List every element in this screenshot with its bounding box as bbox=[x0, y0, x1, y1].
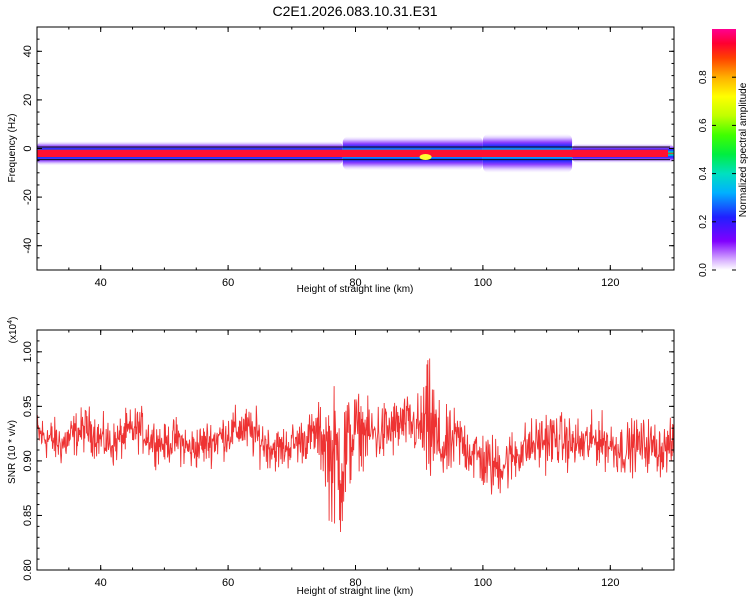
spectrogram-ytick-label: -20 bbox=[22, 189, 34, 205]
snr-ytick-label: 0.85 bbox=[22, 505, 34, 526]
spectrogram-xlabel: Height of straight line (km) bbox=[297, 284, 414, 295]
snr-xlabel: Height of straight line (km) bbox=[297, 586, 414, 597]
spectrogram-ylabel: Frequency (Hz) bbox=[7, 114, 18, 183]
snr-ytick-label: 1.00 bbox=[22, 341, 34, 362]
snr-series-line bbox=[37, 358, 674, 532]
spectrogram-ytick-label: -40 bbox=[22, 238, 34, 254]
snr-xtick-label: 100 bbox=[474, 577, 492, 589]
spectrogram-panel: 40 60 80 100 120 40 20 0 -20 -40 Height of straig… bbox=[7, 26, 675, 295]
spectrogram-plot-area bbox=[37, 133, 674, 173]
snr-axes: 40 60 80 100 120 0.80 0.85 0.90 0.95 1.00 bbox=[22, 329, 675, 589]
snr-xtick-label: 80 bbox=[349, 577, 361, 589]
snr-ytick-label: 0.95 bbox=[22, 396, 34, 417]
colorbar-tick-label: 0.8 bbox=[698, 70, 709, 84]
colorbar: 0.0 0.2 0.4 0.6 0.8 Normalized spectral ampl… bbox=[698, 29, 749, 277]
spectrogram-xtick-label: 40 bbox=[95, 277, 107, 289]
snr-xtick-label: 120 bbox=[601, 577, 619, 589]
snr-plot-area bbox=[37, 358, 674, 532]
colorbar-tick-label: 0.6 bbox=[698, 118, 709, 132]
spectrogram-xtick-label: 80 bbox=[349, 277, 361, 289]
spectrogram-xtick-label: 60 bbox=[222, 277, 234, 289]
spectrogram-axes: 40 60 80 100 120 40 20 0 -20 -40 bbox=[22, 26, 675, 289]
snr-xtick-label: 60 bbox=[222, 577, 234, 589]
spectrogram-xtick-label: 120 bbox=[601, 277, 619, 289]
snr-ytick-label: 0.90 bbox=[22, 450, 34, 471]
spectrogram-ytick-label: 40 bbox=[22, 45, 34, 57]
colorbar-tick-label: 0.2 bbox=[698, 214, 709, 228]
spectral-band-core bbox=[37, 149, 668, 158]
figure-title: C2E1.2026.083.10.31.E31 bbox=[272, 3, 437, 19]
snr-ytick-label: 0.80 bbox=[22, 559, 34, 580]
colorbar-ticks: 0.0 0.2 0.4 0.6 0.8 bbox=[698, 70, 736, 277]
colorbar-tick-label: 0.0 bbox=[698, 263, 709, 277]
snr-xtick-label: 40 bbox=[95, 577, 107, 589]
colorbar-gradient bbox=[712, 29, 736, 270]
colorbar-label: Normalized spectral amplitude bbox=[738, 82, 749, 217]
snr-ylabel: SNR (10 * v/v) bbox=[7, 420, 18, 484]
snr-panel: 40 60 80 100 120 0.80 0.85 0.90 0.95 1.00 Height … bbox=[7, 317, 675, 597]
colorbar-tick-label: 0.4 bbox=[698, 166, 709, 180]
spectrogram-xtick-label: 100 bbox=[474, 277, 492, 289]
spectral-band-feature bbox=[419, 154, 432, 161]
spectrogram-ytick-label: 20 bbox=[22, 94, 34, 106]
snr-multiplier: (x104) bbox=[7, 317, 19, 344]
spectrogram-ytick-label: 0 bbox=[22, 145, 34, 151]
